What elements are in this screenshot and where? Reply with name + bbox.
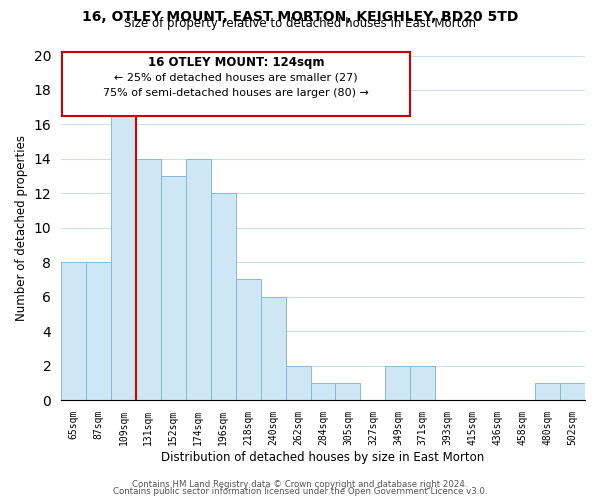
Bar xyxy=(86,262,111,400)
Bar xyxy=(111,107,136,400)
Bar xyxy=(286,366,311,400)
Bar xyxy=(211,194,236,400)
Bar xyxy=(385,366,410,400)
Bar xyxy=(260,296,286,400)
X-axis label: Distribution of detached houses by size in East Morton: Distribution of detached houses by size … xyxy=(161,450,485,464)
Bar xyxy=(335,383,361,400)
Bar xyxy=(186,159,211,400)
Bar xyxy=(136,159,161,400)
Text: ← 25% of detached houses are smaller (27): ← 25% of detached houses are smaller (27… xyxy=(115,73,358,83)
Text: 75% of semi-detached houses are larger (80) →: 75% of semi-detached houses are larger (… xyxy=(103,88,369,99)
Bar xyxy=(410,366,435,400)
Bar xyxy=(161,176,186,400)
Text: Contains HM Land Registry data © Crown copyright and database right 2024.: Contains HM Land Registry data © Crown c… xyxy=(132,480,468,489)
Bar xyxy=(61,262,86,400)
Text: 16 OTLEY MOUNT: 124sqm: 16 OTLEY MOUNT: 124sqm xyxy=(148,56,325,69)
Text: Contains public sector information licensed under the Open Government Licence v3: Contains public sector information licen… xyxy=(113,487,487,496)
Bar xyxy=(236,280,260,400)
Text: Size of property relative to detached houses in East Morton: Size of property relative to detached ho… xyxy=(124,18,476,30)
Y-axis label: Number of detached properties: Number of detached properties xyxy=(15,135,28,321)
Bar xyxy=(535,383,560,400)
Bar xyxy=(311,383,335,400)
Text: 16, OTLEY MOUNT, EAST MORTON, KEIGHLEY, BD20 5TD: 16, OTLEY MOUNT, EAST MORTON, KEIGHLEY, … xyxy=(82,10,518,24)
FancyBboxPatch shape xyxy=(62,52,410,116)
Bar xyxy=(560,383,585,400)
